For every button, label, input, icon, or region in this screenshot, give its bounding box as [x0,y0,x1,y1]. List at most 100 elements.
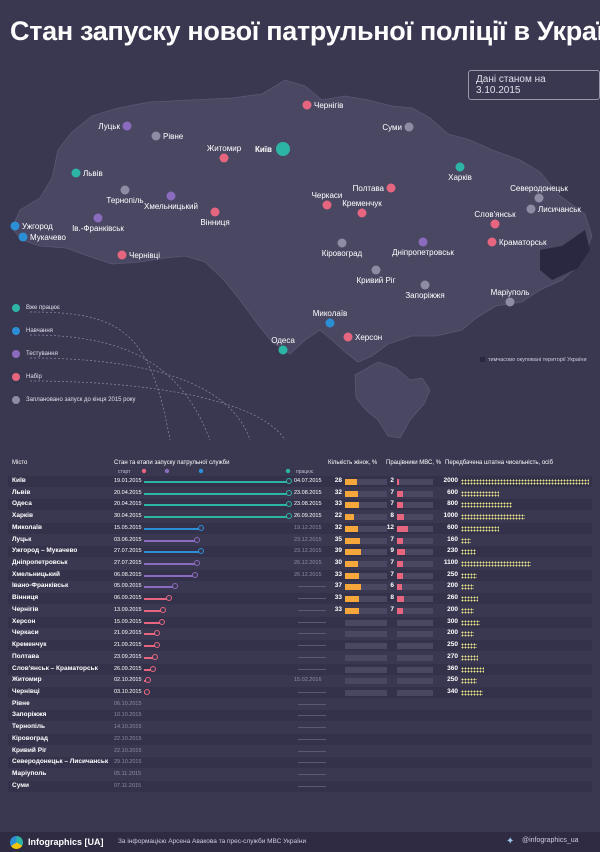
row-city-8: Хмельницький [12,570,61,578]
stage-marker-recruiting [141,468,147,474]
row-timeline-5 [144,539,196,542]
row-mvs-bg-15 [397,654,433,661]
row-women-bar-8 [345,572,359,579]
stage-marker-training [198,468,204,474]
map-dot-7 [120,185,130,195]
row-end-2: 23.08.2015 [294,501,322,508]
map-label-24: Кривий Ріг [356,276,395,285]
map-label-10: Ужгород [22,222,53,231]
row-start-13: 21.09.2015 [114,630,142,637]
row-city-13: Черкаси [12,629,39,637]
map-dot-1 [302,100,312,110]
row-city-19: Рівне [12,699,30,707]
row-end-dash-16 [298,668,326,670]
map-label-23: Дніпропетровськ [392,248,454,257]
row-staff-dots-2 [461,502,513,509]
row-mvs-bg-17 [397,678,433,685]
row-timeline-end-10 [166,595,172,602]
map-dot-29 [278,345,288,355]
row-women-value-8: 33 [334,570,342,578]
row-mvs-bar-8 [397,572,404,579]
map-label-3: Луцьк [98,122,120,131]
legend-dot-0 [12,304,20,312]
date-note: Дані станом на 3.10.2015 [468,70,600,100]
row-timeline-end-11 [160,606,167,613]
row-start-0: 19.01.2015 [114,478,142,484]
legend-dot-3 [12,373,20,381]
legend-curve-4 [29,380,286,441]
row-staff-value-5: 160 [447,535,458,543]
row-city-14: Кременчук [12,641,47,649]
row-women-bg-6 [345,549,387,556]
row-city-15: Полтава [12,652,39,660]
map-dot-24 [371,265,381,275]
row-women-bar-9 [345,584,361,591]
row-mvs-bar-11 [397,607,404,614]
map-label-16: Кременчук [342,199,382,208]
col-works-label: працює [296,469,314,475]
map-dot-9 [93,213,103,223]
row-mvs-bar-6 [397,549,406,556]
row-women-value-11: 33 [334,605,342,613]
row-staff-dots-10 [461,596,478,603]
row-women-bg-5 [345,537,387,544]
row-women-value-3: 22 [334,512,342,520]
row-city-20: Запоріжжя [12,711,47,719]
row-start-15: 23.09.2015 [114,653,142,660]
map-dot-17 [455,162,465,172]
row-timeline-end-18 [144,688,151,695]
row-women-bg-17 [345,678,387,685]
row-timeline-end-0 [286,478,292,484]
row-staff-value-8: 250 [447,570,458,578]
row-mvs-value-8: 7 [390,570,394,578]
row-end-6: 23.12.2015 [294,548,322,555]
map-dot-15 [386,183,396,193]
row-mvs-value-9: 6 [390,582,394,590]
row-end-dash-9 [298,586,326,588]
table-row-12: Херсон 15.09.2015 300 [8,616,592,628]
footer: Infographics [UA] За інформацією Арсена … [0,832,600,852]
footer-twitter[interactable]: @infographics_ua [522,837,579,844]
row-staff-value-11: 200 [447,605,458,613]
row-start-24: 29.10.2015 [114,759,142,766]
row-start-14: 21.09.2015 [114,642,142,649]
map-dot-26 [505,297,515,307]
row-mvs-value-0: 2 [390,477,394,484]
row-women-bg-18 [345,689,387,696]
row-mvs-bar-10 [397,596,405,603]
row-mvs-value-1: 7 [390,488,394,496]
map-dot-18 [534,193,544,203]
page-title: Стан запуску нової патрульної поліції в … [10,16,600,46]
table-row-3: Харків 30.04.2015 26.09.2015 22 8 1000 [8,511,592,522]
row-women-bar-6 [345,549,362,556]
row-timeline-2 [144,504,288,507]
row-end-dash-20 [298,715,326,717]
row-mvs-value-2: 7 [390,500,394,508]
map-dot-23 [418,237,428,247]
row-start-5: 03.06.2015 [114,536,142,543]
row-mvs-bg-10 [397,596,433,603]
row-staff-value-2: 800 [447,500,458,508]
row-staff-value-3: 1000 [443,512,458,520]
row-mvs-bg-4 [397,525,433,532]
map-label-29: Одеса [271,336,295,345]
row-end-dash-12 [298,621,326,623]
row-start-22: 22.10.2015 [114,735,142,742]
row-timeline-end-12 [158,618,165,625]
map-dot-13 [117,250,127,260]
row-city-12: Херсон [12,617,36,625]
row-city-6: Ужгород – Мукачево [12,547,78,555]
row-start-21: 14.10.2015 [114,724,142,731]
map-label-21: Краматорськ [499,238,547,247]
ukraine-map: Київ Чернігів Суми Луцьк Рівне Житомир Львів Те… [10,79,593,441]
table-row-4: Миколаїв 15.05.2015 19.12.2015 32 12 600 [8,522,592,534]
row-city-16: Слов'янськ – Краматорськ [12,664,98,672]
map-dot-28 [343,332,353,342]
row-women-bar-3 [345,514,355,521]
row-city-18: Чернівці [12,687,40,695]
map-dot-19 [526,204,536,214]
row-start-19: 06.10.2015 [114,700,142,707]
row-staff-dots-5 [461,537,472,544]
row-city-10: Вінниця [12,594,39,602]
legend-label-3: Набір [26,374,42,380]
